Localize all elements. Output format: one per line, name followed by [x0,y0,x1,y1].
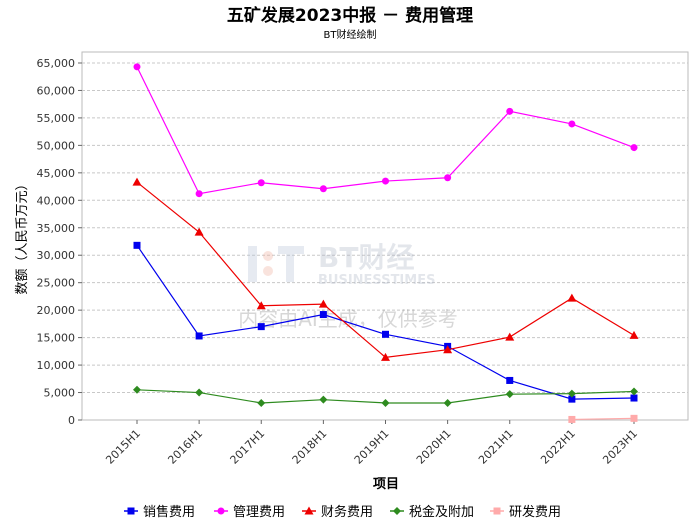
data-point [381,398,390,407]
data-point [506,107,514,115]
chart-subtitle: BT财经绘制 [324,28,377,41]
legend-marker [217,507,225,515]
chart-title: 五矿发展2023中报 － 费用管理 [227,5,473,26]
data-point [132,177,142,186]
series-line [571,417,635,421]
legend-item: 财务费用 [302,504,373,520]
series-4 [133,385,638,407]
legend: 销售费用 管理费用 财务费用 税金及附加 研发费用 [124,504,561,520]
data-point [443,345,453,354]
data-point [382,177,389,185]
x-tick-label: 2015H1 [103,427,143,467]
data-point [505,332,515,341]
y-tick-label: 15,000 [37,332,76,345]
data-point [195,388,204,397]
watermark-brand: BT财经 [318,241,414,274]
data-point [630,394,638,402]
data-point [381,352,390,361]
x-tick-label: 2018H1 [290,427,330,467]
y-tick-label: 5,000 [44,387,76,400]
x-axis: 2015H1 2016H1 2017H1 2018H1 2019H1 2020H1 2021… [103,420,640,467]
data-point [506,376,514,384]
y-tick-label: 45,000 [37,167,76,180]
y-tick-label: 10,000 [37,359,76,372]
y-tick-label: 55,000 [37,112,76,125]
y-tick-label: 60,000 [37,84,76,97]
data-point [629,330,639,339]
legend-label: 税金及附加 [409,504,474,520]
watermark: BT财经 BUSINESSTIMES 内容由AI生成，仅供参考 [238,241,458,331]
y-tick-label: 35,000 [37,222,76,235]
watermark-notice: 内容由AI生成，仅供参考 [238,307,458,331]
data-point [630,414,638,422]
y-axis-label: 数额（人民币万元） [15,177,30,294]
data-point [568,415,576,423]
legend-marker [127,507,135,515]
data-point [195,190,203,198]
data-point [257,323,265,331]
data-point [505,390,514,399]
data-point [443,398,452,407]
data-point [194,227,204,236]
series-2 [133,63,638,198]
y-tick-label: 20,000 [37,304,76,317]
y-tick-label: 30,000 [37,249,76,262]
data-point [195,332,203,340]
data-point [256,301,266,310]
data-point [630,387,638,396]
x-tick-label: 2016H1 [165,427,205,467]
data-point [567,389,576,398]
x-tick-label: 2023H1 [600,427,640,467]
y-tick-label: 0 [68,414,75,427]
data-point [133,241,141,249]
legend-item: 研发费用 [490,504,561,520]
y-axis: 0 5,000 10,000 15,000 20,000 25,000 30,000 35,0… [37,57,82,427]
x-tick-label: 2022H1 [538,427,578,467]
data-point [568,120,576,128]
data-point [630,144,638,152]
x-tick-label: 2019H1 [352,427,392,467]
y-tick-label: 40,000 [37,194,76,207]
data-point [444,174,452,182]
legend-item: 销售费用 [124,504,195,520]
legend-label: 管理费用 [233,505,285,520]
data-point [567,293,577,302]
x-tick-label: 2017H1 [228,427,268,467]
y-tick-label: 50,000 [37,139,76,152]
data-point [319,185,327,193]
data-point [257,179,265,187]
data-point [133,63,141,71]
series-1 [133,241,638,403]
y-tick-label: 65,000 [37,57,76,70]
series-lines [132,63,639,423]
series-3 [132,177,639,361]
data-point [319,311,327,319]
watermark-logo-icon [248,246,304,282]
legend-marker [304,506,314,515]
data-point [382,330,389,338]
watermark-brand-en: BUSINESSTIMES [318,273,435,288]
x-axis-label: 项目 [373,477,399,492]
data-point [257,398,266,407]
legend-label: 销售费用 [143,504,195,520]
legend-marker [393,507,401,515]
legend-label: 研发费用 [509,504,561,520]
legend-item: 税金及附加 [390,504,474,520]
x-tick-label: 2020H1 [414,427,454,467]
legend-label: 财务费用 [321,504,373,520]
legend-item: 管理费用 [214,505,285,520]
data-point [319,395,328,404]
data-point [318,299,328,308]
y-tick-label: 25,000 [37,277,76,290]
data-point [133,385,141,394]
data-point [568,395,576,403]
series-5 [568,414,638,423]
x-tick-label: 2021H1 [476,427,516,467]
legend-marker [493,507,501,515]
